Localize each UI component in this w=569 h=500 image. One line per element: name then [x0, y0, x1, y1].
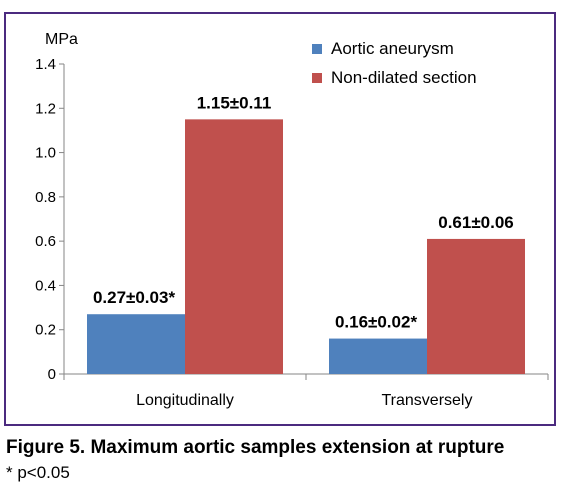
y-tick-label: 1.2 [35, 100, 56, 117]
legend-swatch [312, 44, 322, 54]
legend-swatch [312, 73, 322, 83]
data-label: 1.15±0.11 [197, 93, 272, 112]
legend-entry: Non-dilated section [331, 68, 477, 87]
data-label: 0.27±0.03* [93, 288, 176, 307]
y-tick-label: 0.4 [35, 277, 56, 294]
data-label: 0.61±0.06 [438, 213, 514, 232]
y-tick-label: 0.2 [35, 322, 56, 339]
bar [329, 338, 427, 374]
y-tick-label: 0.8 [35, 189, 56, 206]
y-tick-label: 0 [48, 366, 56, 383]
significance-footnote: * p<0.05 [6, 463, 70, 482]
y-tick-label: 0.6 [35, 233, 56, 250]
y-tick-label: 1.4 [35, 56, 56, 73]
chart-frame [4, 12, 556, 426]
legend-entry: Aortic aneurysm [331, 39, 454, 58]
data-label: 0.16±0.02* [335, 313, 418, 332]
y-tick-label: 1.0 [35, 145, 56, 162]
figure-caption: Figure 5. Maximum aortic samples extensi… [6, 437, 505, 458]
bar [87, 314, 185, 374]
category-label: Longitudinally [136, 392, 234, 409]
y-axis-label: MPa [45, 31, 78, 48]
bar [427, 238, 525, 374]
bar-chart: 0 0.2 0.4 0.6 0.8 1.0 1.2 1.4 MPa Longitudinally 0… [35, 31, 549, 409]
category-label: Transversely [382, 392, 473, 409]
bar [185, 119, 283, 374]
